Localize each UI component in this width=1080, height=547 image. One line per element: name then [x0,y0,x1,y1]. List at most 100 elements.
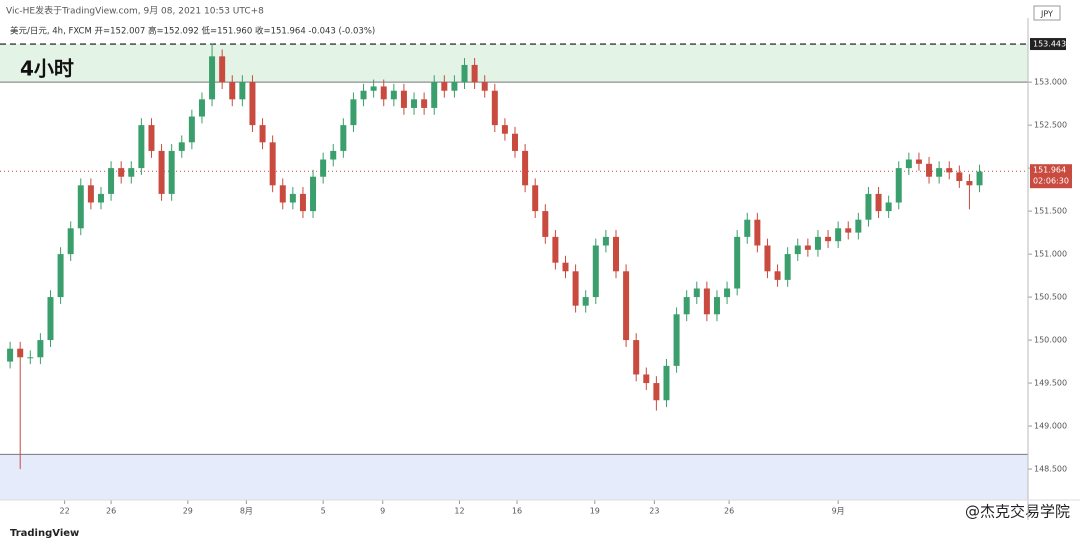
zone [0,454,1028,500]
candle-body [279,185,286,203]
candle-body [693,288,700,298]
candle-body [390,90,397,100]
x-tick-label: 5 [321,507,326,516]
candle-body [602,236,609,246]
watermark: @杰克交易学院 [965,503,1070,521]
x-tick-label: 9月 [832,507,845,516]
candle-body [77,185,84,229]
candle-body [17,348,24,358]
candle-body [128,168,135,177]
x-tick-label: 22 [60,507,70,516]
x-tick-label: 26 [724,507,734,516]
candle-body [491,90,498,126]
y-tick-label: 148.500 [1034,465,1067,474]
countdown: 02:06:30 [1033,177,1069,186]
y-tick-label: 152.500 [1034,121,1067,130]
candle-body [804,245,811,250]
candle-body [209,56,216,100]
x-tick-label: 12 [454,507,464,516]
candle-body [57,254,64,298]
x-tick-label: 8月 [240,507,253,516]
candle-body [239,82,246,100]
candle-body [501,125,508,134]
timeframe-label: 4小时 [20,57,74,81]
candle-body [229,82,236,100]
candle-body [532,185,539,212]
candle-body [966,181,973,186]
x-tick-label: 29 [183,507,193,516]
last-price-box [1030,164,1072,189]
candle-body [643,374,650,384]
x-tick-label: 23 [649,507,659,516]
candle-body [481,82,488,91]
candle-body [411,99,418,108]
candle-body [320,159,327,177]
candle-body [663,365,670,401]
x-tick-label: 26 [106,507,116,516]
candle-body [673,314,680,366]
candle-body [87,185,94,203]
candle-body [956,172,963,182]
x-tick-label: 9 [380,507,385,516]
candle-body [744,219,751,237]
candle-body [592,245,599,298]
candle-body [380,86,387,100]
candle-body [764,245,771,272]
candle-body [865,193,872,220]
candle-body [734,236,741,289]
candle-body [612,236,619,272]
candle-body [188,116,195,143]
candle-body [299,193,306,212]
candle-body [289,193,296,203]
candle-body [259,125,266,143]
y-tick-label: 151.000 [1034,250,1067,259]
candle-body [542,211,549,237]
candle-body [572,271,579,306]
candle-body [168,150,175,194]
symbol-line: 美元/日元, 4h, FXCM 开=152.007 高=152.092 低=15… [10,26,375,37]
candle-body [522,150,529,186]
candle-body [905,159,912,169]
candle-body [67,228,74,255]
candle-body [108,168,115,194]
level-label: 153.443 [1033,40,1066,49]
y-tick-label: 151.500 [1034,207,1067,216]
candle-body [471,64,478,83]
candle-body [340,125,347,151]
candle-body [360,90,367,100]
candle-body [915,159,922,164]
candle-body [946,168,953,173]
candle-body [27,357,34,359]
candle-body [895,168,902,203]
candle-body [794,245,801,255]
candle-body [814,236,821,250]
candle-body [431,82,438,108]
candle-body [875,193,882,212]
y-tick-label: 153.000 [1034,78,1067,87]
currency: JPY [1040,10,1053,19]
candle-body [269,142,276,186]
candle-body [370,86,377,91]
y-tick-label: 149.000 [1034,422,1067,431]
candle-body [623,271,630,341]
candle-body [310,176,317,212]
candle-body [198,99,205,117]
candle-body [178,142,185,151]
x-tick-label: 19 [590,507,600,516]
candle-body [158,150,165,194]
candle-body [552,236,559,263]
candle-body [724,288,731,298]
candle-body [835,228,842,242]
y-tick-label: 150.000 [1034,336,1067,345]
candle-body [37,340,44,358]
candle-body [936,168,943,177]
x-tick-label: 16 [512,507,522,516]
header: Vic-HE发表于TradingView.com, 9月 08, 2021 10… [6,5,264,17]
candle-body [451,82,458,91]
y-tick-label: 149.500 [1034,379,1067,388]
candle-body [97,193,104,203]
candle-body [441,82,448,91]
candle-body [461,64,468,83]
candle-body [148,125,155,151]
